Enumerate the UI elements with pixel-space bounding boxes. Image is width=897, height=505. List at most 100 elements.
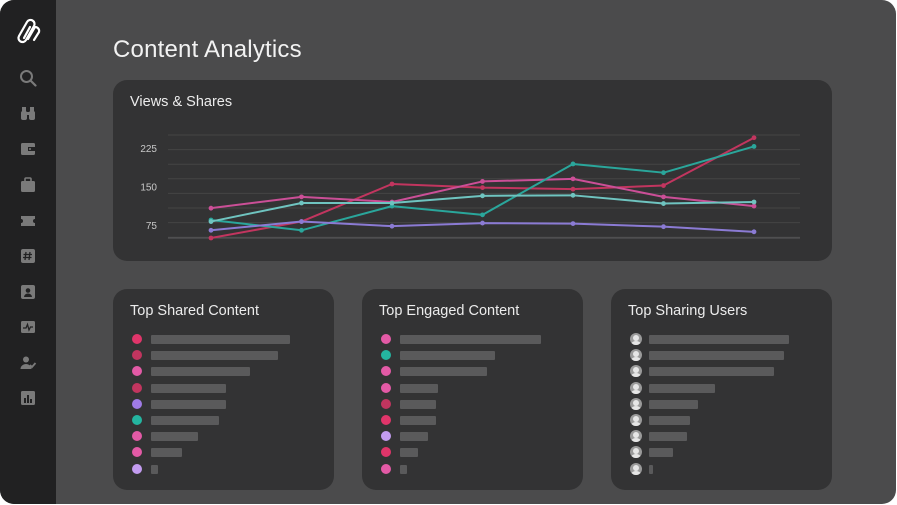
placeholder-bar xyxy=(151,367,250,377)
data-point xyxy=(570,221,576,227)
list-item[interactable] xyxy=(630,365,830,378)
color-dot xyxy=(132,463,142,474)
card-title: Top Engaged Content xyxy=(379,303,520,319)
color-dot xyxy=(381,463,391,474)
list-item[interactable] xyxy=(381,382,581,394)
placeholder-bar xyxy=(151,399,226,409)
list-item[interactable] xyxy=(630,462,830,475)
sidebar xyxy=(0,0,56,504)
page-title: Content Analytics xyxy=(113,36,302,63)
color-dot xyxy=(132,350,142,361)
list-item[interactable] xyxy=(132,398,332,410)
placeholder-bar xyxy=(151,464,158,474)
sidebar-item-reports[interactable] xyxy=(18,388,38,408)
data-point xyxy=(661,201,666,206)
user-avatar xyxy=(630,333,642,345)
placeholder-bar xyxy=(400,335,541,344)
placeholder-bar xyxy=(151,351,278,361)
binoculars-icon xyxy=(21,107,35,120)
list-item[interactable] xyxy=(630,397,830,410)
placeholder-bar xyxy=(151,448,182,458)
color-dot xyxy=(381,415,391,425)
sidebar-item-activity[interactable] xyxy=(18,317,38,337)
report-icon xyxy=(21,391,35,405)
data-point xyxy=(661,170,666,176)
sidebar-item-hashtags[interactable] xyxy=(18,246,38,266)
placeholder-bar xyxy=(649,351,784,361)
data-point xyxy=(299,219,304,224)
list-item[interactable] xyxy=(381,414,581,426)
list-item[interactable] xyxy=(630,349,830,362)
top-engaged-content-card: Top Engaged Content xyxy=(362,289,583,490)
data-point xyxy=(480,185,485,190)
user-avatar xyxy=(630,414,642,426)
y-tick-label: 75 xyxy=(146,221,158,232)
data-point xyxy=(661,224,666,230)
placeholder-bar xyxy=(151,335,290,344)
card-title: Top Sharing Users xyxy=(628,303,748,319)
sidebar-item-contacts[interactable] xyxy=(18,282,38,302)
placeholder-bar xyxy=(649,383,715,393)
color-dot xyxy=(132,415,142,425)
placeholder-bar xyxy=(400,416,436,425)
list-item[interactable] xyxy=(381,463,581,475)
app-logo[interactable] xyxy=(13,16,43,46)
list-item[interactable] xyxy=(132,430,332,442)
list-item[interactable] xyxy=(132,382,332,394)
data-point xyxy=(480,212,485,218)
ticket-icon xyxy=(21,216,35,226)
data-point xyxy=(751,144,757,149)
list-item[interactable] xyxy=(381,430,581,442)
contacts-icon xyxy=(21,285,35,299)
card-title: Views & Shares xyxy=(130,94,233,110)
data-point xyxy=(208,219,214,224)
color-dot xyxy=(381,350,391,361)
y-tick-label: 150 xyxy=(140,183,157,194)
color-dot xyxy=(132,334,142,344)
sidebar-item-wallet[interactable] xyxy=(18,139,38,159)
list-item[interactable] xyxy=(132,463,332,475)
top-shared-content-card: Top Shared Content xyxy=(113,289,334,490)
list-item[interactable] xyxy=(630,430,830,443)
list-item[interactable] xyxy=(630,381,830,394)
placeholder-bar xyxy=(649,399,698,409)
sidebar-item-users[interactable] xyxy=(18,353,38,373)
list-item[interactable] xyxy=(381,398,581,410)
list-item[interactable] xyxy=(132,349,332,361)
wallet-icon xyxy=(21,143,35,155)
sidebar-item-briefcase[interactable] xyxy=(18,175,38,195)
user-avatar xyxy=(630,381,642,394)
list-item[interactable] xyxy=(132,414,332,426)
sidebar-item-monitor[interactable] xyxy=(18,104,38,124)
data-point xyxy=(570,161,576,167)
list-item[interactable] xyxy=(132,333,332,345)
list-item[interactable] xyxy=(630,333,830,345)
user-avatar xyxy=(630,446,642,459)
data-point xyxy=(480,193,485,199)
data-point xyxy=(751,135,757,141)
list-item[interactable] xyxy=(381,365,581,377)
search-icon xyxy=(20,70,37,87)
list-item[interactable] xyxy=(132,446,332,458)
user-avatar xyxy=(630,430,642,443)
sidebar-item-tickets[interactable] xyxy=(18,211,38,231)
color-dot xyxy=(132,398,142,409)
data-point xyxy=(570,186,576,192)
list-item[interactable] xyxy=(381,333,581,345)
user-avatar xyxy=(630,462,642,475)
list-item[interactable] xyxy=(630,414,830,426)
sidebar-item-search[interactable] xyxy=(18,68,38,88)
list-item[interactable] xyxy=(381,446,581,458)
color-dot xyxy=(132,382,142,393)
placeholder-bar xyxy=(400,383,438,393)
list-item[interactable] xyxy=(630,446,830,459)
data-point xyxy=(570,192,576,198)
list-item[interactable] xyxy=(381,349,581,361)
top-sharing-users-card: Top Sharing Users xyxy=(611,289,832,490)
color-dot xyxy=(132,366,142,377)
data-point xyxy=(389,181,395,187)
list-item[interactable] xyxy=(132,365,332,377)
placeholder-bar xyxy=(400,448,418,458)
placeholder-bar xyxy=(649,432,687,442)
